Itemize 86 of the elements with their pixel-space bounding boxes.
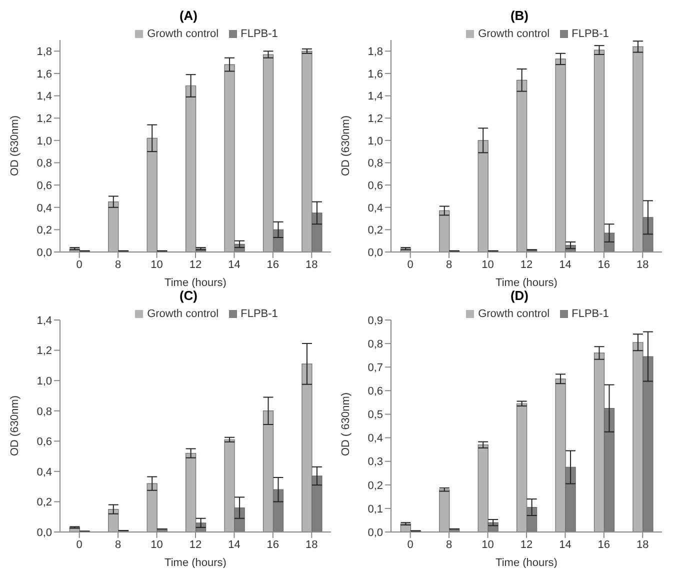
y-tick-label: 0,6 bbox=[36, 180, 52, 192]
y-tick-label: 0,0 bbox=[368, 526, 383, 539]
y-axis-title: OD (630nm) bbox=[340, 115, 352, 176]
y-tick-label: 0,8 bbox=[368, 338, 383, 350]
x-tick-label: 12 bbox=[189, 538, 202, 551]
y-tick-label: 0,4 bbox=[368, 432, 383, 445]
y-tick-label: 0,0 bbox=[36, 526, 52, 539]
x-axis-title: Time (hours) bbox=[496, 277, 558, 289]
x-tick-label: 10 bbox=[482, 258, 494, 271]
chart-title: (D) bbox=[509, 288, 530, 305]
x-tick-label: 0 bbox=[76, 258, 82, 271]
x-axis-title: Time (hours) bbox=[496, 557, 558, 569]
x-tick-label: 0 bbox=[407, 258, 414, 271]
x-tick-label: 14 bbox=[559, 538, 572, 551]
legend-label: Growth control bbox=[478, 28, 550, 40]
y-tick-label: 1,0 bbox=[368, 135, 383, 148]
x-tick-label: 12 bbox=[189, 258, 202, 271]
legend-label: Growth control bbox=[147, 28, 219, 40]
x-axis-title: Time (hours) bbox=[164, 557, 226, 569]
chart-title: (A) bbox=[178, 8, 199, 25]
y-tick-label: 0,5 bbox=[368, 409, 383, 422]
x-tick-label: 14 bbox=[228, 538, 240, 551]
y-tick-label: 0,4 bbox=[36, 202, 52, 214]
y-tick-label: 1,2 bbox=[368, 113, 383, 126]
legend-label: FLPB-1 bbox=[572, 28, 609, 40]
legend-label: Growth control bbox=[147, 308, 219, 320]
y-tick-label: 0,3 bbox=[368, 456, 383, 468]
y-tick-label: 0,8 bbox=[36, 406, 52, 418]
x-tick-label: 8 bbox=[115, 258, 122, 271]
x-tick-label: 18 bbox=[306, 538, 318, 551]
y-tick-label: 0,8 bbox=[36, 158, 52, 170]
y-tick-label: 0,1 bbox=[368, 503, 383, 516]
y-tick-label: 1,4 bbox=[368, 90, 383, 103]
y-tick-label: 0,8 bbox=[368, 158, 383, 170]
x-tick-label: 16 bbox=[266, 538, 280, 551]
y-tick-label: 0,7 bbox=[368, 362, 383, 374]
x-tick-label: 18 bbox=[636, 538, 649, 551]
y-axis-title: OD (630nm) bbox=[8, 115, 21, 176]
y-tick-label: 0,2 bbox=[368, 480, 383, 492]
y-tick-label: 0,6 bbox=[368, 180, 383, 192]
x-tick-label: 8 bbox=[446, 538, 452, 551]
y-tick-label: 0,4 bbox=[368, 202, 383, 214]
y-tick-label: 0,6 bbox=[36, 436, 52, 448]
x-tick-label: 10 bbox=[482, 538, 494, 551]
x-tick-label: 14 bbox=[228, 258, 240, 271]
x-tick-label: 10 bbox=[150, 258, 163, 271]
y-tick-label: 0,0 bbox=[368, 246, 383, 259]
y-tick-label: 1,8 bbox=[36, 46, 52, 58]
y-axis-title: OD (630nm) bbox=[8, 395, 21, 456]
y-tick-label: 0,2 bbox=[36, 224, 52, 237]
y-tick-label: 1,2 bbox=[36, 345, 52, 358]
x-tick-label: 0 bbox=[76, 538, 82, 551]
x-tick-label: 16 bbox=[598, 258, 610, 271]
x-tick-label: 12 bbox=[520, 258, 533, 271]
legend-label: FLPB-1 bbox=[572, 308, 609, 320]
x-tick-label: 18 bbox=[636, 258, 649, 271]
y-tick-label: 0,0 bbox=[36, 246, 52, 259]
y-tick-label: 1,6 bbox=[368, 68, 383, 80]
y-tick-label: 1,4 bbox=[36, 314, 52, 327]
y-tick-label: 0,9 bbox=[368, 314, 383, 327]
chart-title: (C) bbox=[178, 288, 199, 305]
x-tick-label: 14 bbox=[559, 258, 572, 271]
legend-label: FLPB-1 bbox=[240, 28, 278, 40]
y-tick-label: 1,8 bbox=[368, 46, 383, 58]
x-tick-label: 8 bbox=[446, 258, 452, 271]
y-axis-title: OD ( 630nm) bbox=[340, 392, 352, 456]
y-tick-label: 1,6 bbox=[36, 68, 52, 80]
x-axis-title: Time (hours) bbox=[164, 277, 226, 289]
y-tick-label: 1,2 bbox=[36, 113, 52, 126]
chart-title: (B) bbox=[509, 8, 530, 25]
y-tick-label: 0,2 bbox=[368, 224, 383, 237]
legend-label: Growth control bbox=[478, 308, 550, 320]
y-tick-label: 1,0 bbox=[36, 135, 52, 148]
y-tick-label: 0,4 bbox=[36, 466, 52, 478]
x-tick-label: 16 bbox=[266, 258, 280, 271]
x-tick-label: 0 bbox=[407, 538, 414, 551]
x-tick-label: 10 bbox=[150, 538, 163, 551]
x-tick-label: 12 bbox=[520, 538, 533, 551]
y-tick-label: 0,6 bbox=[368, 386, 383, 398]
legend-label: FLPB-1 bbox=[240, 308, 278, 320]
y-tick-label: 1,4 bbox=[36, 90, 52, 103]
y-tick-label: 1,0 bbox=[36, 375, 52, 388]
x-tick-label: 16 bbox=[598, 538, 610, 551]
x-tick-label: 8 bbox=[115, 538, 122, 551]
y-tick-label: 0,2 bbox=[36, 496, 52, 509]
x-tick-label: 18 bbox=[306, 258, 318, 271]
